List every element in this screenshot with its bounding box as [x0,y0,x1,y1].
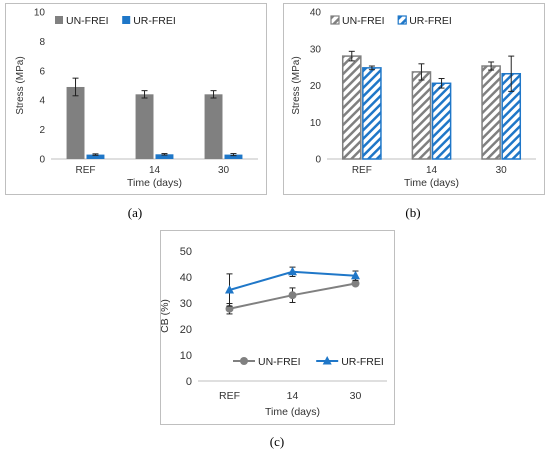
y-axis-label: CB (%) [161,299,171,333]
legend-swatch-ur-frei [397,15,407,25]
bar-un-frei-30 [204,94,223,159]
x-axis-label: Time (days) [265,406,320,418]
bar-ur-frei-30 [224,154,243,159]
y-tick-label: 0 [315,155,321,166]
x-tick-label: 14 [426,165,438,176]
legend-marker-ur-frei [322,356,332,365]
y-tick-label: 50 [180,246,192,258]
chart-a-panel: 0 2 4 6 8 10 Stress (MPa) Time (days) REF 14 30 UN-… [5,3,267,195]
y-tick-label: 40 [310,8,322,19]
legend-label-un-frei: UN-FREI [342,15,385,27]
legend-swatch-un-frei [55,16,63,24]
x-axis-label: Time (days) [404,177,459,189]
chart-b-panel: 0 10 20 30 40 Stress (MPa) Time (days) REF 14 30 U… [283,3,545,195]
y-tick-label: 8 [39,37,45,48]
x-tick-label: REF [352,165,372,176]
legend-marker-un-frei [240,357,248,365]
bar-ur-frei-14 [431,82,452,160]
bar-ur-frei-ref [86,154,105,159]
legend-label-ur-frei: UR-FREI [341,356,384,368]
legend-swatch-un-frei [330,15,340,25]
caption-b: (b) [405,205,421,220]
y-tick-label: 30 [310,44,322,55]
bar-un-frei-ref [66,86,85,159]
y-tick-label: 40 [180,272,192,284]
legend-label-un-frei: UN-FREI [258,356,301,368]
legend-swatch-ur-frei [122,16,131,24]
y-tick-label: 30 [180,298,192,310]
point-un-frei [288,291,297,300]
bar-un-frei-ref [341,55,362,160]
chart-c-panel: 0 10 20 30 40 50 CB (%) Time (days) REF 14 30 UN-FR… [160,230,395,425]
point-un-frei [351,279,360,288]
legend-label-ur-frei: UR-FREI [133,15,176,27]
x-axis-label: Time (days) [127,177,182,189]
legend-label-un-frei: UN-FREI [66,15,109,27]
point-ur-frei [288,266,297,276]
chart-b-svg: 0 10 20 30 40 Stress (MPa) Time (days) REF 14 30 U… [291,8,536,189]
y-tick-label: 0 [39,155,45,166]
bar-un-frei-14 [411,71,432,160]
x-tick-label: 30 [218,165,230,176]
y-tick-label: 0 [186,376,192,388]
bar-un-frei-30 [481,65,501,160]
point-ur-frei [351,270,360,280]
y-axis-label: Stress (MPa) [15,56,26,114]
y-tick-label: 10 [180,350,192,362]
y-tick-label: 6 [39,66,45,77]
x-tick-label: 30 [350,390,362,402]
point-un-frei [225,304,234,313]
chart-a-svg: 0 2 4 6 8 10 Stress (MPa) Time (days) REF 14 30 UN-… [15,8,258,189]
chart-c-svg: 0 10 20 30 40 50 CB (%) Time (days) REF 14 30 UN-FR… [161,246,387,418]
y-tick-label: 2 [39,125,45,136]
y-axis-label: Stress (MPa) [291,56,302,114]
y-tick-label: 10 [310,118,322,129]
y-tick-label: 10 [34,8,46,19]
x-tick-label: REF [219,390,240,402]
bar-un-frei-14 [135,94,154,159]
point-ur-frei [225,285,234,294]
y-tick-label: 20 [310,81,322,92]
y-tick-label: 4 [39,96,45,107]
legend-label-ur-frei: UR-FREI [409,15,452,27]
x-tick-label: REF [76,165,96,176]
caption-c: (c) [269,434,285,449]
x-tick-label: 14 [149,165,161,176]
x-tick-label: 14 [287,390,299,402]
bar-ur-frei-14 [155,154,174,159]
x-tick-label: 30 [496,165,508,176]
y-tick-label: 20 [180,324,192,336]
bar-ur-frei-ref [362,67,382,160]
caption-a: (a) [127,205,143,220]
